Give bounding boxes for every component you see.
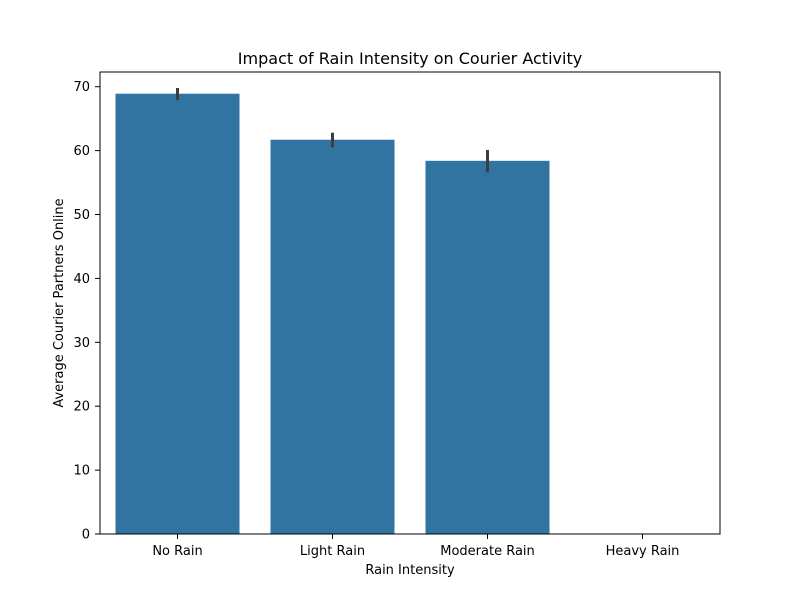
y-tick-label: 70 bbox=[73, 80, 90, 95]
y-axis-label: Average Courier Partners Online bbox=[52, 198, 67, 407]
y-tick-label: 50 bbox=[73, 208, 90, 223]
x-tick-label: Heavy Rain bbox=[606, 544, 680, 559]
bar bbox=[115, 93, 240, 535]
x-axis-label: Rain Intensity bbox=[365, 563, 455, 578]
bar bbox=[270, 139, 395, 534]
y-tick-label: 30 bbox=[73, 336, 90, 351]
y-tick-label: 0 bbox=[82, 528, 90, 543]
bar bbox=[425, 160, 550, 534]
x-tick-label: No Rain bbox=[152, 544, 202, 559]
y-tick-label: 40 bbox=[73, 272, 90, 287]
bars-layer bbox=[115, 93, 550, 535]
x-axis: No Rain Light Rain Moderate Rain Heavy Rain bbox=[152, 534, 679, 559]
y-tick-label: 60 bbox=[73, 144, 90, 159]
plot-frame bbox=[99, 71, 721, 535]
chart-title: Impact of Rain Intensity on Courier Acti… bbox=[238, 49, 582, 68]
x-tick-label: Moderate Rain bbox=[440, 544, 535, 559]
y-tick-label: 10 bbox=[73, 464, 90, 479]
x-tick-label: Light Rain bbox=[300, 544, 365, 559]
y-tick-label: 20 bbox=[73, 400, 90, 415]
error-bars-layer bbox=[176, 87, 489, 173]
y-axis: 0 10 20 30 40 50 60 70 bbox=[73, 80, 100, 543]
